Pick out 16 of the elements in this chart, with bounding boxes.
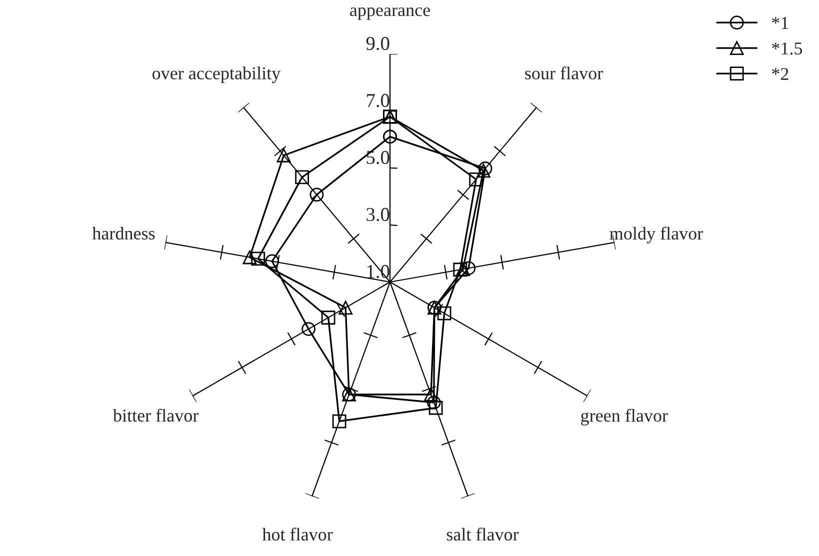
y-tick-label: 7.0 — [366, 94, 390, 108]
y-tick-label: 5.0 — [366, 150, 390, 164]
y-tick-label: 9.0 — [366, 36, 390, 50]
spoke-label: bitter flavor — [112, 408, 199, 422]
spoke-label: hardness — [92, 226, 155, 240]
spoke-label: green flavor — [581, 408, 668, 426]
spoke-label: salt flavor — [446, 528, 519, 541]
spoke-label: hot flavor — [262, 528, 333, 541]
spoke-label: moldy flavor — [610, 226, 703, 244]
legend-label: *1 — [772, 16, 788, 29]
spoke-label: sour flavor — [525, 66, 603, 80]
spoke-label: over acceptability — [152, 66, 281, 84]
legend-label: *2 — [772, 68, 788, 80]
spoke-label: appearance — [350, 7, 430, 20]
y-tick-label: 3.0 — [366, 208, 390, 222]
legend-label: *1.5 — [772, 42, 802, 55]
